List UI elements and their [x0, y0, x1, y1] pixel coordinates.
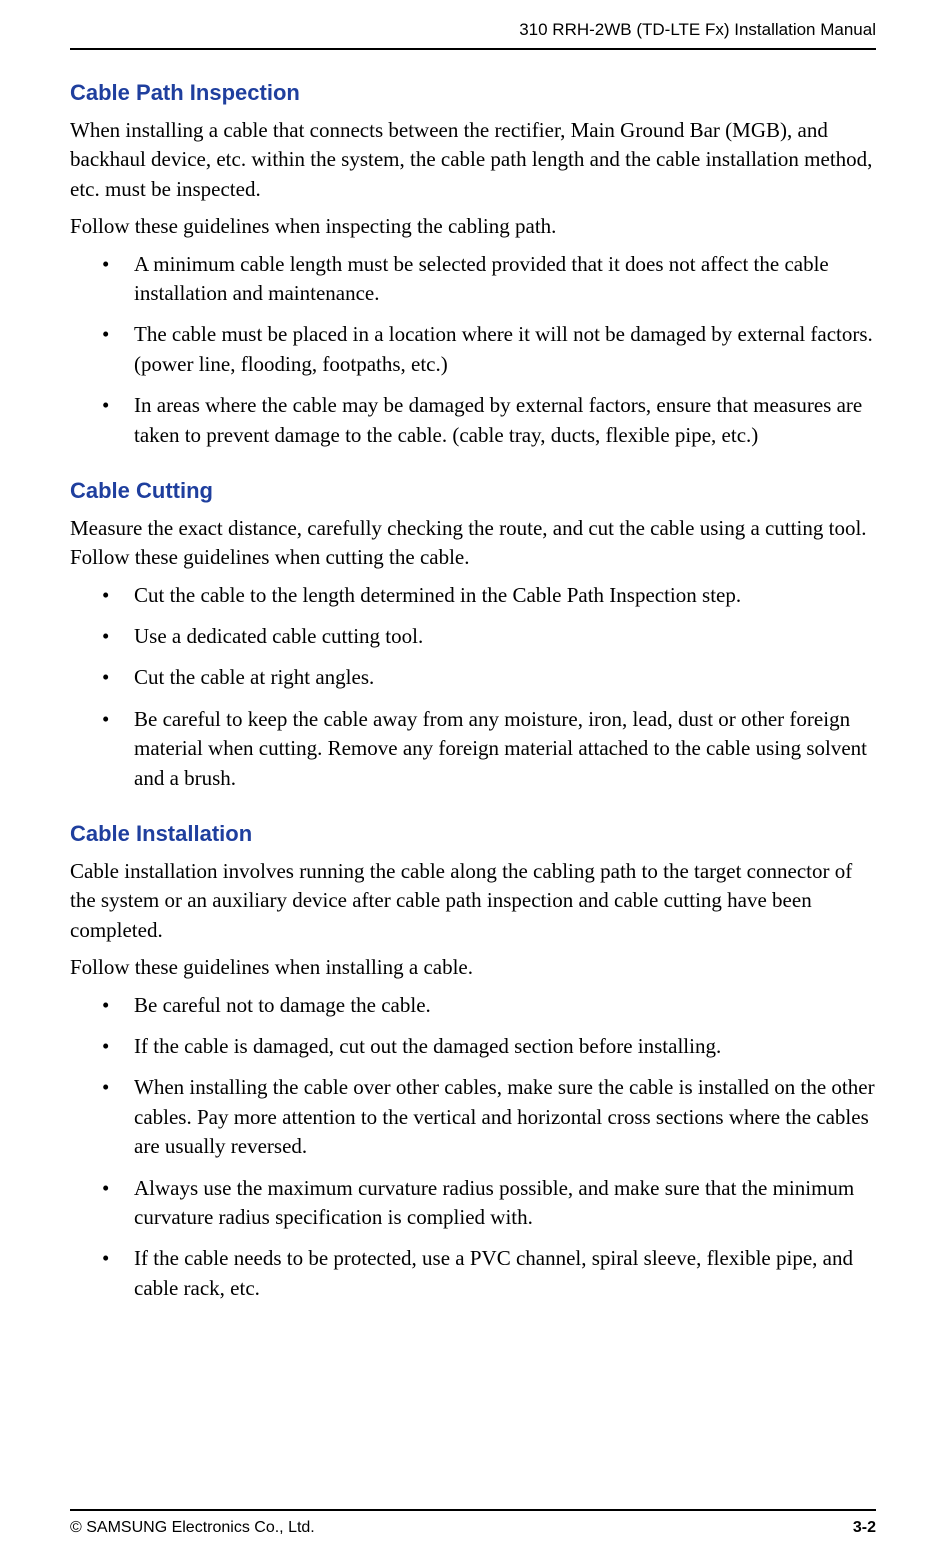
document-header: 310 RRH-2WB (TD-LTE Fx) Installation Man…	[70, 20, 876, 50]
bullet-list: Be careful not to damage the cable. If t…	[70, 991, 876, 1304]
section-paragraph: When installing a cable that connects be…	[70, 116, 876, 204]
section-title: Cable Path Inspection	[70, 80, 876, 106]
section-paragraph: Follow these guidelines when inspecting …	[70, 212, 876, 241]
section-paragraph: Follow these guidelines when installing …	[70, 953, 876, 982]
section-paragraph: Measure the exact distance, carefully ch…	[70, 514, 876, 573]
section-cable-path-inspection: Cable Path Inspection When installing a …	[70, 80, 876, 450]
bullet-item: Always use the maximum curvature radius …	[70, 1174, 876, 1233]
header-title: 310 RRH-2WB (TD-LTE Fx) Installation Man…	[519, 20, 876, 39]
bullet-item: Cut the cable to the length determined i…	[70, 581, 876, 610]
page-container: 310 RRH-2WB (TD-LTE Fx) Installation Man…	[0, 0, 946, 1562]
footer-page-number: 3-2	[853, 1519, 876, 1537]
bullet-item: In areas where the cable may be damaged …	[70, 391, 876, 450]
bullet-item: Use a dedicated cable cutting tool.	[70, 622, 876, 651]
section-cable-cutting: Cable Cutting Measure the exact distance…	[70, 478, 876, 793]
bullet-item: Be careful not to damage the cable.	[70, 991, 876, 1020]
section-paragraph: Cable installation involves running the …	[70, 857, 876, 945]
bullet-item: Cut the cable at right angles.	[70, 663, 876, 692]
bullet-item: Be careful to keep the cable away from a…	[70, 705, 876, 793]
bullet-list: A minimum cable length must be selected …	[70, 250, 876, 450]
bullet-item: If the cable needs to be protected, use …	[70, 1244, 876, 1303]
bullet-item: When installing the cable over other cab…	[70, 1073, 876, 1161]
bullet-item: If the cable is damaged, cut out the dam…	[70, 1032, 876, 1061]
document-footer: © SAMSUNG Electronics Co., Ltd. 3-2	[70, 1509, 876, 1537]
bullet-item: The cable must be placed in a location w…	[70, 320, 876, 379]
footer-copyright: © SAMSUNG Electronics Co., Ltd.	[70, 1519, 315, 1537]
section-title: Cable Installation	[70, 821, 876, 847]
section-cable-installation: Cable Installation Cable installation in…	[70, 821, 876, 1303]
bullet-list: Cut the cable to the length determined i…	[70, 581, 876, 793]
bullet-item: A minimum cable length must be selected …	[70, 250, 876, 309]
section-title: Cable Cutting	[70, 478, 876, 504]
